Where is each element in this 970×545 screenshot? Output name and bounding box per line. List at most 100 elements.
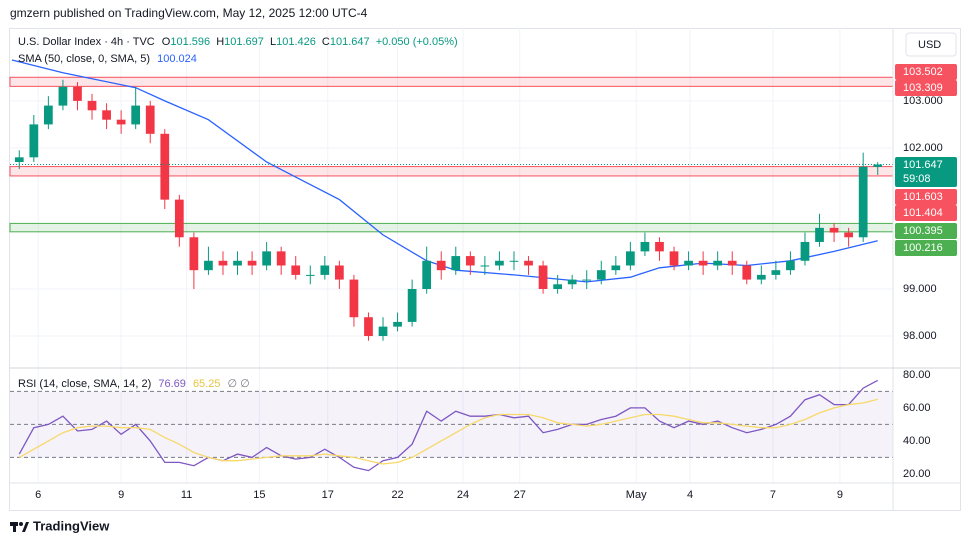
candle-body [218,260,228,266]
candle-body [611,265,621,271]
candle-body [291,265,301,275]
candle-body [713,260,723,266]
candle-body [480,265,490,267]
x-tick-label: 27 [514,489,526,501]
candle-body [829,227,839,233]
line [18,398,878,465]
y-tick-label: 99.000 [903,283,937,295]
countdown: 59:08 [903,173,931,185]
price-tag-label: 103.502 [903,66,943,78]
candle-body [626,251,635,266]
candle-body [378,326,388,337]
candle-body [14,157,24,163]
candle-body [669,251,679,266]
candle-body [44,105,53,125]
candle-body [698,260,708,266]
currency[interactable]: USD [918,39,941,51]
candle-body [786,260,795,271]
candle-body [640,241,650,252]
candle-body [538,265,548,289]
candle-body [655,241,664,252]
x-tick-label: 6 [35,489,41,501]
ohlc-value: 101.596 [170,36,210,48]
price-tag [895,240,957,256]
candle-body [73,86,82,101]
price-tag-label: 100.395 [903,225,943,237]
x-tick-label: 15 [253,489,265,501]
frame [9,28,961,511]
candle-body [451,256,461,271]
currency-button[interactable] [905,32,957,57]
candle-body [174,199,184,238]
candle-body [58,86,68,106]
candle-body [873,164,883,167]
ohlc-value: 101.647 [330,36,370,48]
candle-body [262,251,271,266]
candle-body [407,288,417,322]
ohlc-letter: L [270,36,276,48]
price-tag [895,189,957,205]
ohlc-value: 101.697 [224,36,264,48]
ohlc-letter: H [216,36,224,48]
candle-body [422,260,432,289]
price-tag [895,223,957,239]
candle-body [349,279,359,318]
candle-body [858,166,868,238]
change: +0.050 (+0.05%) [376,36,458,48]
line [18,379,879,472]
candle-body [756,274,766,280]
symbol-title: U.S. Dollar Index · 4h · TVC [18,36,155,48]
candle-body [116,119,126,125]
x-tick-label: 17 [322,489,334,501]
rsi-value: 76.69 [158,378,186,390]
candle-body [815,227,824,242]
publish-header: gmzern published on TradingView.com, May… [10,6,368,20]
candle-body [160,133,170,200]
x-tick-label: May [626,489,647,501]
price-tag [895,205,957,221]
y-tick-label: 80.00 [903,369,931,381]
candle-body [771,270,781,275]
y-tick-label: 102.000 [903,142,943,154]
candle-body [189,237,199,271]
x-tick-label: 9 [837,489,843,501]
candle-body [596,270,606,280]
candle-body [87,100,97,111]
price-tag-label: 101.603 [903,191,943,203]
candle-body [335,265,344,280]
x-tick-label: 7 [770,489,776,501]
zone [9,76,894,87]
price-tag [895,157,957,187]
y-tick-label: 40.00 [903,435,931,447]
sma-legend: SMA (50, close, 0, SMA, 5) 100.024 [18,53,197,65]
candle-body [684,260,693,266]
candle-body [320,265,330,275]
rsi-name: RSI (14, close, SMA, 14, 2) [18,378,151,390]
candle-body [800,241,810,261]
ohlc-letter: O [162,36,171,48]
candle-body [131,105,141,125]
candle-body [145,105,155,134]
candle-body [524,260,533,266]
y-tick-label: 20.00 [903,468,931,480]
ohlc-value: 101.426 [276,36,316,48]
y-tick-label: 60.00 [903,402,931,414]
zone [9,222,894,233]
candle-body [29,124,39,158]
sma-name: SMA (50, close, 0, SMA, 5) [18,53,150,65]
candle-body [509,260,519,262]
zone [9,166,894,177]
candle-body [204,260,213,271]
rsi-legend: RSI (14, close, SMA, 14, 2) 76.69 65.25 … [18,378,250,390]
sma-value: 100.024 [157,53,197,65]
rsi-sma-value: 65.25 [193,378,221,390]
candle-body [305,274,315,276]
brand-logo [10,522,29,532]
x-tick-label: 4 [687,489,693,501]
candle-body [553,284,562,289]
candle-body [742,265,752,280]
ohlc-legend: U.S. Dollar Index · 4h · TVC O101.596 H1… [18,36,458,48]
candle-body [727,260,737,266]
candle-body [393,321,402,327]
